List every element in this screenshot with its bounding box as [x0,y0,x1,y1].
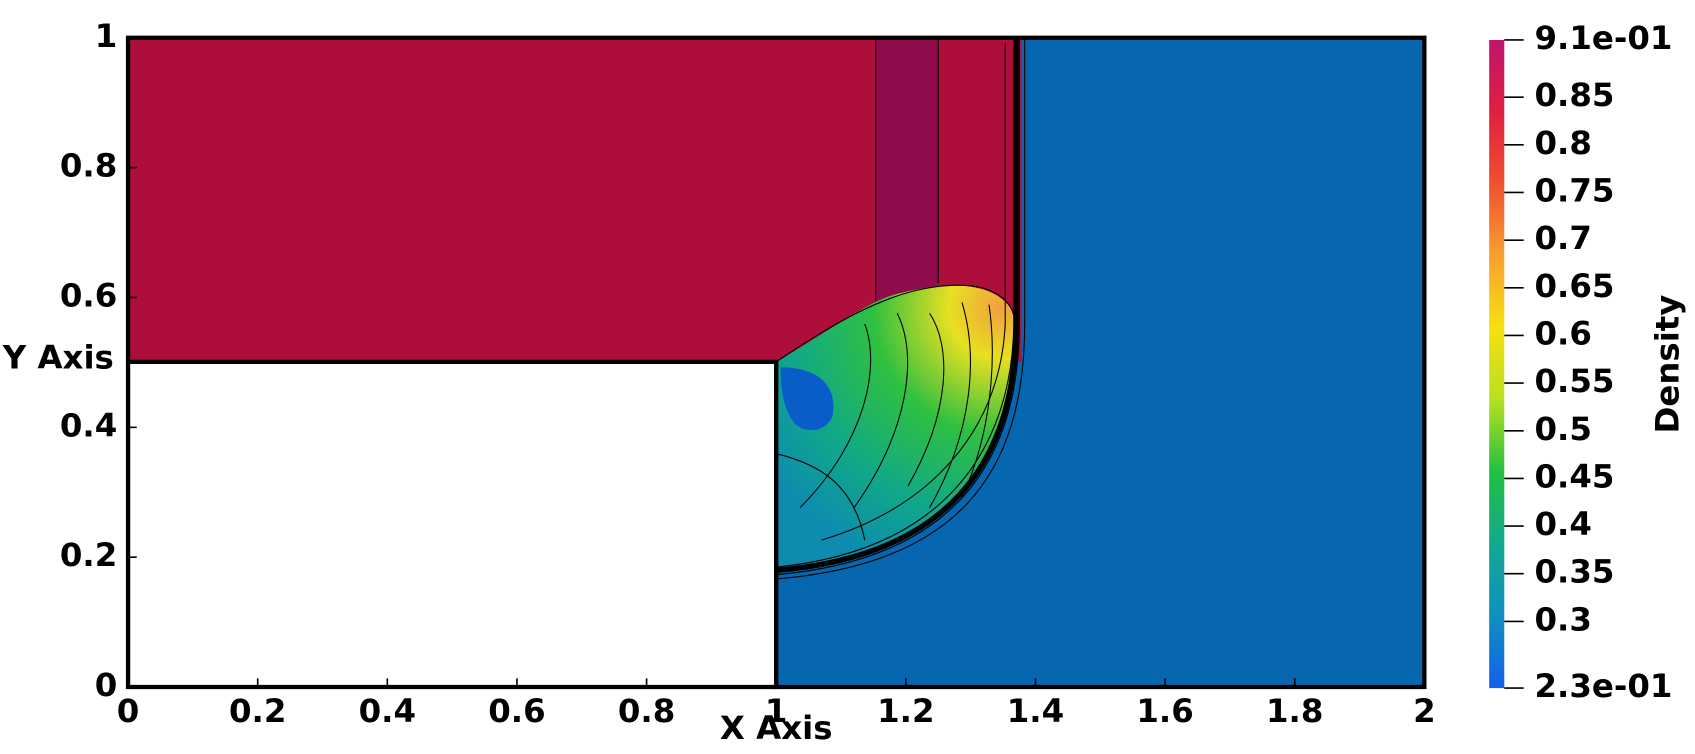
y-tick-label: 0.4 [60,406,117,444]
colorbar-tick-label: 0.8 [1535,124,1592,162]
x-tick-label: 0.4 [359,692,416,730]
colorbar-tick-label: 0.35 [1535,553,1615,591]
contour-lines [775,37,1026,580]
x-tick-label: 1 [765,692,788,730]
colorbar-title: Density [1649,295,1687,434]
colorbar-tick-label: 0.4 [1535,505,1592,543]
x-tick-label: 1.2 [877,692,934,730]
x-tick-label: 0.8 [618,692,675,730]
x-tick-label: 1.6 [1136,692,1193,730]
x-tick-label: 0.6 [488,692,545,730]
vortex [780,367,834,431]
x-tick-label: 0.2 [229,692,286,730]
y-tick-label: 1 [95,17,118,55]
plot-frame [125,361,777,690]
colorbar-tick-label: 0.55 [1535,362,1615,400]
colorbar-tick-label: 0.65 [1535,267,1615,305]
colorbar-tick-label: 0.3 [1535,600,1592,638]
colorbar-tick-label: 0.5 [1535,410,1592,448]
low-density-region [1021,37,1425,362]
colorbar-tick-label: 0.85 [1535,76,1615,114]
colorbar-tick-label: 0.45 [1535,457,1615,495]
density-field [128,37,1425,688]
y-tick-label: 0.8 [60,147,117,185]
y-axis-label: Y Axis [2,339,114,377]
compressed-band [875,37,939,303]
y-tick-label: 0 [95,666,118,704]
x-tick-label: 0 [117,692,140,730]
colorbar-tick-label: 2.3e-01 [1535,667,1673,705]
x-axis-label: X Axis [720,709,833,747]
colorbar-tick-label: 0.7 [1535,219,1592,257]
y-tick-label: 0.2 [60,536,117,574]
colorbar-tick-label: 9.1e-01 [1535,19,1673,57]
x-tick-label: 1.8 [1266,692,1323,730]
x-tick-label: 2 [1413,692,1436,730]
x-tick-label: 1.4 [1007,692,1064,730]
colorbar-tick-label: 0.75 [1535,171,1615,209]
colorbar-tick-label: 0.6 [1535,314,1592,352]
y-tick-label: 0.6 [60,276,117,314]
colorbar [1489,39,1505,689]
